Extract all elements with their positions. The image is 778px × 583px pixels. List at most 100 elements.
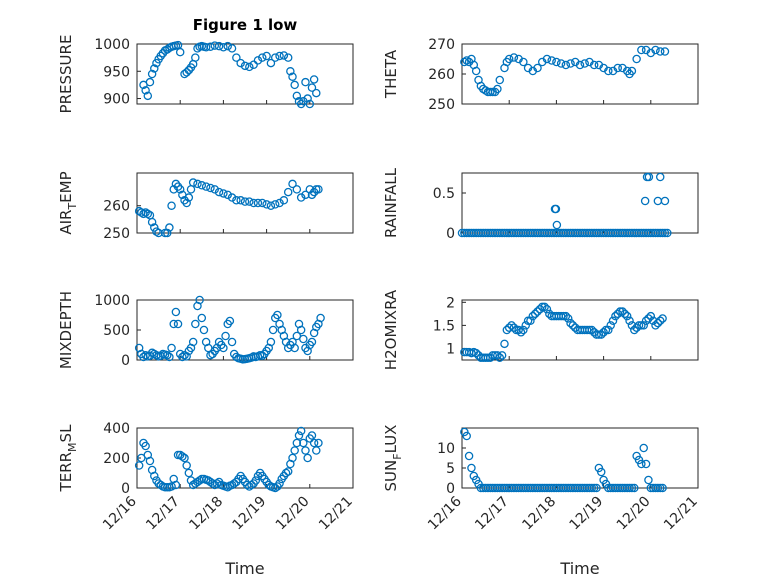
data-point	[303, 453, 312, 463]
data-point	[245, 197, 254, 206]
data-point	[655, 483, 665, 493]
data-point	[312, 88, 321, 98]
data-series	[134, 178, 323, 238]
y-tick-label: 900	[103, 92, 130, 108]
data-point	[637, 321, 646, 330]
data-point	[283, 187, 293, 197]
data-point	[236, 196, 245, 205]
data-point	[279, 51, 289, 60]
x-tick-label: 12/20	[273, 494, 313, 534]
axes-box	[136, 43, 354, 105]
data-point	[286, 67, 295, 76]
data-point	[519, 57, 528, 67]
data-point	[288, 453, 297, 463]
data-point	[559, 311, 568, 321]
data-point	[663, 228, 672, 238]
y-axis-label: H2OMIXRA	[382, 289, 400, 370]
data-point	[150, 64, 159, 73]
data-point	[299, 334, 308, 344]
data-point	[275, 51, 284, 61]
data-point	[197, 313, 207, 323]
data-point	[604, 66, 613, 76]
data-point	[556, 59, 566, 68]
data-point	[509, 53, 519, 62]
data-point	[270, 483, 280, 493]
data-point	[613, 63, 623, 73]
data-point	[632, 54, 641, 64]
data-point	[288, 179, 297, 189]
data-point	[611, 311, 620, 321]
data-point	[262, 51, 271, 61]
data-point	[644, 475, 653, 485]
data-point	[290, 446, 299, 455]
data-point	[175, 47, 185, 57]
data-point	[219, 343, 228, 353]
data-point	[219, 189, 228, 198]
data-point	[266, 58, 276, 68]
data-point	[266, 201, 276, 210]
data-point	[509, 323, 519, 332]
data-point	[552, 220, 562, 230]
data-point	[251, 476, 261, 485]
data-point	[533, 63, 542, 73]
data-point	[630, 483, 639, 493]
y-axis-label: SUNFLUX	[382, 425, 404, 492]
data-point	[178, 352, 187, 362]
data-point	[596, 330, 606, 339]
data-point	[290, 80, 299, 90]
figure-title: Figure 1 low	[193, 16, 298, 34]
y-tick-label: 0	[446, 226, 455, 242]
data-point	[521, 321, 530, 330]
data-point	[504, 54, 514, 64]
data-point	[206, 42, 215, 51]
data-point	[563, 314, 573, 323]
data-point	[639, 321, 648, 330]
data-series	[457, 172, 672, 238]
data-point	[625, 483, 634, 493]
data-point	[221, 331, 230, 341]
data-point	[592, 483, 601, 493]
data-point	[275, 198, 284, 208]
data-point	[152, 227, 161, 236]
data-point	[283, 467, 293, 476]
data-point	[599, 328, 608, 337]
data-point	[658, 483, 667, 493]
data-point	[514, 325, 523, 335]
data-point	[225, 316, 235, 326]
data-point	[655, 172, 665, 182]
data-point	[253, 198, 263, 208]
data-point	[292, 438, 302, 448]
data-point	[314, 438, 323, 448]
data-point	[660, 228, 670, 238]
data-point	[249, 198, 258, 208]
y-tick-label: 500	[103, 323, 130, 339]
data-point	[240, 197, 250, 206]
data-point	[585, 325, 594, 335]
data-point	[266, 337, 276, 347]
data-point	[615, 307, 625, 316]
data-point	[658, 228, 667, 238]
data-point	[464, 451, 474, 461]
data-point	[150, 471, 159, 481]
data-point	[305, 99, 315, 109]
data-series	[460, 45, 670, 97]
data-point	[150, 223, 159, 232]
x-tick-label: 12/21	[661, 494, 701, 534]
data-point	[644, 314, 653, 323]
data-point	[273, 310, 282, 320]
data-point	[540, 302, 549, 312]
data-point	[214, 187, 224, 197]
data-point	[542, 54, 552, 64]
data-point	[296, 325, 306, 335]
y-axis-label: RAINFALL	[382, 167, 400, 238]
data-point	[594, 330, 604, 339]
data-point	[214, 41, 224, 51]
x-tick-label: 12/17	[143, 494, 183, 534]
y-axis-label: MIXDEPTH	[57, 291, 75, 369]
data-point	[162, 45, 172, 54]
data-point	[145, 456, 155, 466]
data-point	[270, 200, 280, 209]
data-point	[245, 62, 254, 72]
data-point	[210, 185, 220, 194]
subplot-3: 250 260 AIRTEMP	[57, 171, 354, 242]
